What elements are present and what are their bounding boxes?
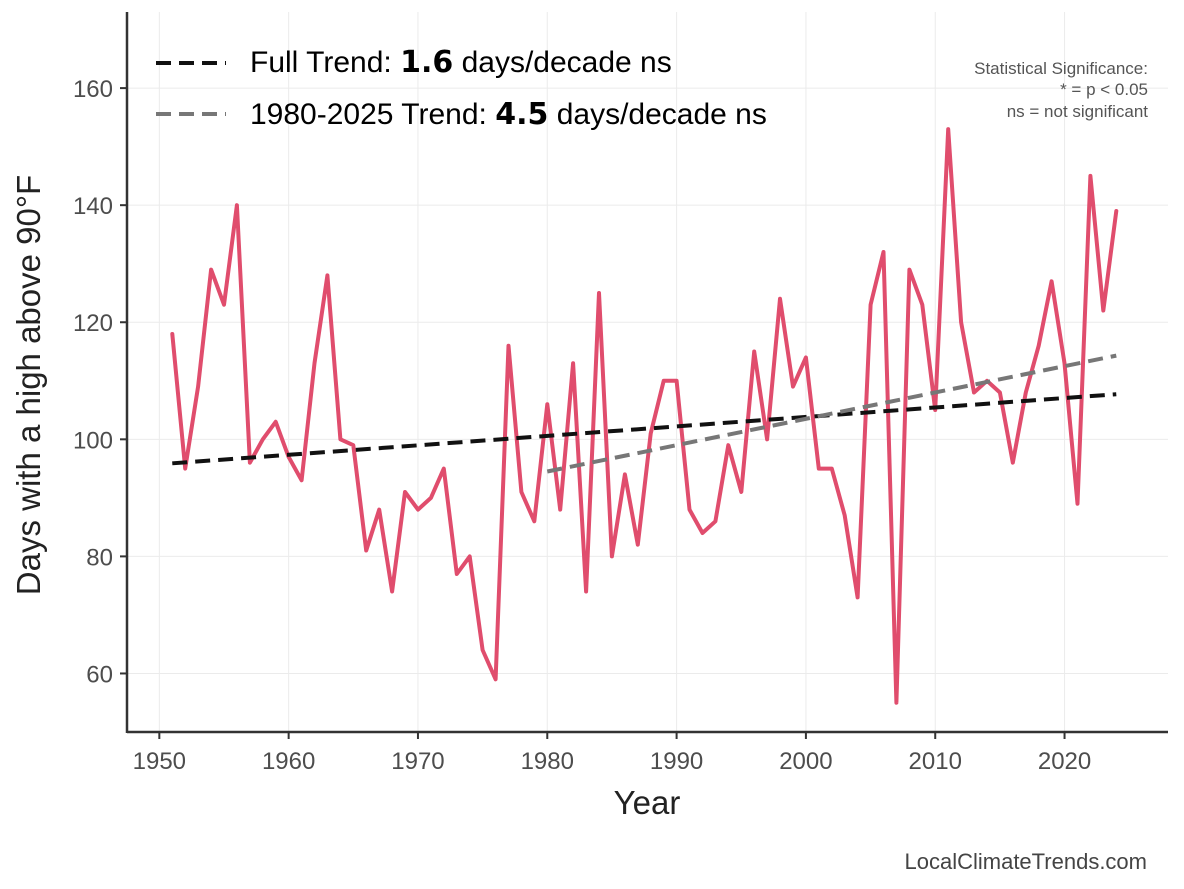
legend-recent-trend-unit: days/decade ns (557, 98, 767, 131)
legend: Full Trend: 1.6 days/decade ns 1980-2025… (156, 45, 767, 132)
y-tick-label: 160 (73, 76, 113, 103)
y-tick-label: 120 (73, 310, 113, 337)
x-tick-label: 2000 (779, 748, 832, 775)
series-layer (170, 127, 1119, 705)
y-tick-label: 80 (86, 544, 113, 571)
significance-title: Statistical Significance: (974, 59, 1148, 78)
trend-layer (172, 353, 1117, 474)
legend-full-trend-value: 1.6 (400, 45, 453, 80)
x-axis-title: Year (614, 784, 681, 821)
ticks: 1950 1960 1970 1980 1990 2000 2010 2020 60 80 100 1… (73, 76, 1091, 775)
legend-label-recent-trend: 1980-2025 Trend: 4.5 days/decade ns (250, 97, 767, 132)
significance-line-2: ns = not significant (1007, 102, 1149, 121)
x-tick-label: 2010 (909, 748, 962, 775)
series-line (170, 127, 1119, 705)
x-tick-label: 2020 (1038, 748, 1091, 775)
y-axis-title: Days with a high above 90°F (10, 175, 47, 595)
x-tick-label: 1960 (262, 748, 315, 775)
x-tick-label: 1980 (521, 748, 574, 775)
legend-label-full-trend: Full Trend: 1.6 days/decade ns (250, 45, 672, 80)
axes (125, 12, 1168, 734)
recent-trend-line (546, 353, 1117, 474)
x-tick-label: 1970 (391, 748, 444, 775)
y-tick-label: 100 (73, 427, 113, 454)
legend-item-recent-trend: 1980-2025 Trend: 4.5 days/decade ns (156, 97, 767, 132)
significance-line-1: * = p < 0.05 (1060, 80, 1148, 99)
legend-recent-trend-name: 1980-2025 Trend: (250, 98, 487, 131)
x-tick-label: 1990 (650, 748, 703, 775)
full-trend-line (172, 392, 1117, 466)
significance-note: Statistical Significance: * = p < 0.05 n… (974, 59, 1148, 121)
y-tick-label: 140 (73, 193, 113, 220)
y-tick-label: 60 (86, 661, 113, 688)
legend-full-trend-unit: days/decade ns (462, 46, 672, 79)
legend-recent-trend-value: 4.5 (495, 97, 548, 132)
x-tick-label: 1950 (133, 748, 186, 775)
source-credit: LocalClimateTrends.com (905, 849, 1148, 874)
legend-item-full-trend: Full Trend: 1.6 days/decade ns (156, 45, 672, 80)
legend-full-trend-name: Full Trend: (250, 46, 392, 79)
